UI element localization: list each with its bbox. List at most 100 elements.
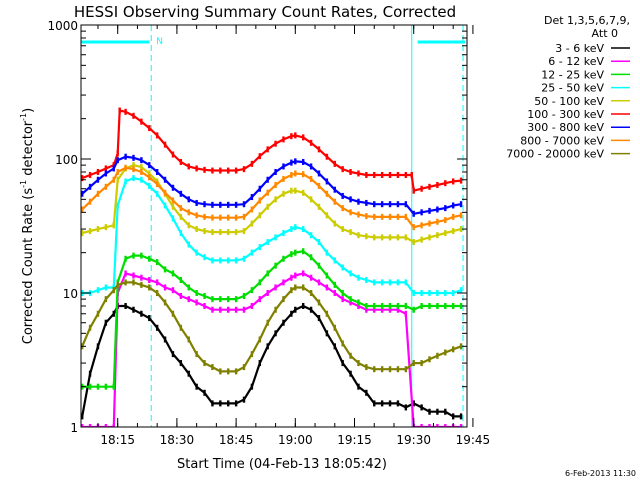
series-6-point-33 [333,186,336,193]
series-6-point-38 [373,201,376,208]
series-5-point-17 [203,166,206,173]
series-line-5 [81,109,462,192]
series-2-point-36 [357,299,360,306]
series-6-point-28 [294,158,297,165]
series-2-point-40 [388,302,392,309]
series-6-point-27 [290,159,293,166]
series-3-point-20 [234,257,238,264]
series-0-point-47 [444,408,447,415]
series-4-point-33 [333,220,336,227]
series-5-point-16 [195,165,198,172]
series-5-point-7 [124,108,127,115]
series-1-point-17 [211,306,214,313]
series-8-point-12 [171,310,175,317]
series-6-point-13 [179,190,183,197]
series-7-point-14 [187,209,190,216]
series-8-point-15 [195,351,198,358]
series-2-point-25 [274,262,277,269]
series-6-point-3 [104,170,108,177]
series-3-point-25 [274,234,277,241]
series-0-point-44 [420,404,423,411]
series-4-point-48 [451,228,455,235]
series-7-point-33 [333,198,336,205]
series-1-point-4 [112,424,115,427]
series-7-point-46 [436,218,439,225]
legend-label-8: 7000 - 20000 keV [506,148,604,161]
series-4-point-43 [412,239,415,246]
series-6-point-32 [325,178,329,185]
series-3-point-38 [373,279,376,286]
y-axis-label: Corrected Count Rate (s-1 detector-1) [19,108,36,344]
series-7-point-0 [81,206,84,213]
legend-label-6: 300 - 800 keV [527,121,604,134]
series-1-point-16 [203,302,206,309]
series-0-point-12 [171,351,175,358]
series-7-point-13 [179,205,183,212]
series-3-point-3 [104,284,108,291]
series-2-point-19 [227,296,230,303]
series-5-point-49 [444,180,447,187]
y-tick-label-0: 1 [70,421,78,435]
series-8-point-28 [294,284,297,291]
series-3-point-15 [195,249,198,256]
plot-frame [80,24,468,428]
series-6-point-17 [211,201,214,208]
series-0-point-18 [219,400,222,407]
series-8 [81,279,463,375]
series-8-point-10 [155,290,159,296]
series-1-point-24 [266,290,269,296]
series-5-point-19 [219,167,222,174]
series-2-point-18 [219,296,222,303]
series-1-point-42 [404,310,408,317]
series-2-point-29 [302,248,305,255]
series-8-point-8 [140,281,143,288]
legend-title-line-1: Det 1,3,5,6,7,9, [544,14,630,27]
series-0-point-6 [124,302,127,309]
series-3-point-36 [357,274,360,281]
series-0-point-14 [187,370,190,377]
series-4-point-32 [325,212,329,219]
series-2-point-16 [203,292,206,299]
series-1-point-47 [444,424,447,427]
series-0-point-24 [266,343,269,350]
series-7-point-22 [250,206,254,213]
series-2-point-6 [124,255,127,262]
series-line-3 [82,177,462,295]
series-2-point-17 [211,296,214,303]
series-7-point-18 [219,214,222,221]
legend-label-7: 800 - 7000 keV [520,134,604,147]
series-5-point-42 [396,171,400,178]
series-1-point-46 [436,424,439,427]
series-2-point-12 [171,270,175,277]
series-4-point-34 [341,226,344,233]
series-8-point-14 [187,336,190,343]
series-8-point-31 [317,299,321,306]
series-1-point-45 [428,424,431,427]
series-5-point-27 [282,136,285,143]
series-5-point-48 [436,181,439,188]
x-axis-label: Start Time (04-Feb-13 18:05:42) [177,457,387,472]
series-7-point-30 [309,175,313,182]
series-6-point-46 [436,206,439,213]
series-2-point-22 [250,287,254,294]
series-2-point-45 [428,302,431,309]
series-8-point-35 [349,352,352,359]
series-0-point-49 [459,413,463,420]
series-4-point-49 [459,226,463,233]
series-1-point-23 [258,296,261,303]
series-7-point-41 [396,213,400,220]
series-5-point-28 [290,133,293,140]
series-6-point-11 [163,176,167,183]
series-5-point-4 [112,162,115,169]
series-1-point-14 [187,296,190,303]
series-4-point-42 [404,234,408,241]
series-8-point-49 [459,343,463,350]
series-4-point-39 [380,234,384,241]
series-8-point-3 [104,296,108,303]
series-5-point-26 [274,140,277,147]
y-tick-label-3: 1000 [47,19,78,33]
series-2-point-20 [234,296,238,303]
series-1-point-34 [341,296,344,303]
